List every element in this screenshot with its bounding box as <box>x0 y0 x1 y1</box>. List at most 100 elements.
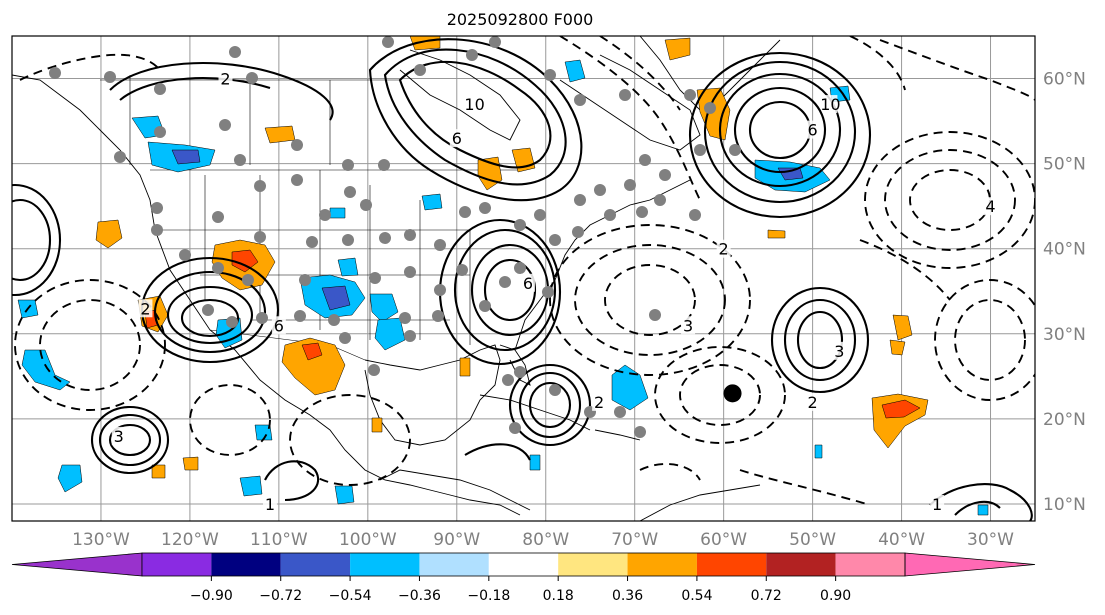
colorbar: −0.90 −0.72 −0.54 −0.36 −0.18 0.18 0.36 0.54 0.7… <box>11 552 1036 604</box>
hudson-bay <box>399 49 521 141</box>
contour-high-east <box>483 258 537 322</box>
highlighted-point <box>723 384 742 403</box>
contour-high-midatlantic <box>770 286 870 394</box>
contour-high-sw <box>166 285 254 345</box>
contour-label-bg <box>592 392 607 411</box>
lon-tick-label: 50°W <box>789 530 836 550</box>
lon-tick-label: 60°W <box>700 530 747 550</box>
lon-tick-label: 70°W <box>611 530 658 550</box>
contour-low-east <box>929 483 1033 521</box>
colorbar-tick-label: 0.36 <box>612 588 643 604</box>
longitude-labels: 130°W 120°W 110°W 100°W 90°W 80°W 70°W 60°W 50°W… <box>72 530 1014 550</box>
cuba <box>479 394 591 431</box>
negative-contour-label: 2 <box>220 70 230 89</box>
colorbar-segment <box>766 553 836 576</box>
contour-high-pacific <box>98 413 162 467</box>
contour-label-bg <box>681 316 696 335</box>
colorbar-segment <box>696 553 767 576</box>
positive-contour-label: 10 <box>464 95 484 114</box>
lat-tick-label: 30°N <box>1043 325 1086 345</box>
positive-contour-label: 6 <box>523 274 533 293</box>
contour-high-atlantic <box>718 72 842 188</box>
negative-contour-label: 3 <box>683 316 693 335</box>
map-layers <box>12 36 1035 521</box>
observation-points <box>49 36 741 438</box>
contour-high-atlantic <box>733 86 827 174</box>
colorbar-tick-label: −0.18 <box>467 588 510 604</box>
positive-contour-label: 6 <box>808 121 818 140</box>
contour-high-caribbean <box>508 363 592 447</box>
map-title: 2025092800 F000 <box>446 10 594 29</box>
contour-trough-gulf <box>464 443 531 461</box>
contour-label-bg <box>983 197 998 216</box>
positive-contour-label: 3 <box>114 427 124 446</box>
contour-label-bg <box>467 95 482 114</box>
contour-high-midatlantic <box>796 310 844 370</box>
positive-contour-label: 6 <box>274 316 284 335</box>
central-america <box>379 469 531 511</box>
lat-tick-label: 10°N <box>1043 495 1086 515</box>
contour-ridge-north <box>368 38 583 202</box>
lat-tick-label: 60°N <box>1043 70 1086 90</box>
contour-low-pacific <box>264 460 320 502</box>
south-america <box>639 484 761 521</box>
contour-high-pacific <box>108 423 152 457</box>
negative-contour-label: 4 <box>985 197 995 216</box>
contour-high-caribbean <box>518 371 582 439</box>
positive-contour-label: 1 <box>265 495 275 514</box>
contour-label-bg <box>805 120 820 139</box>
colorbar-tick-label: −0.54 <box>329 588 372 604</box>
negative-contour-label: 2 <box>140 299 150 318</box>
map-frame <box>11 35 1036 522</box>
gulf-coast <box>364 344 501 446</box>
colorbar-tick-label: 0.72 <box>751 588 782 604</box>
colorbar-segment <box>835 553 905 576</box>
lon-tick-label: 110°W <box>250 530 308 550</box>
colorbar-segment <box>280 553 351 576</box>
lon-tick-label: 130°W <box>72 530 130 550</box>
colorbar-frame <box>141 552 906 577</box>
contour-high-midatlantic <box>783 298 857 382</box>
colorbar-segment <box>627 553 697 576</box>
lon-tick-label: 120°W <box>161 530 219 550</box>
lon-tick-label: 40°W <box>878 530 925 550</box>
negative-contour-label: 2 <box>719 240 729 259</box>
contour-label-bg <box>218 69 233 88</box>
contour-label-bg <box>271 316 286 335</box>
contour-label-bg <box>449 129 464 148</box>
contour-label-bg <box>805 392 820 411</box>
colorbar-segment <box>142 553 212 576</box>
colorbar-tick-label: 0.54 <box>681 588 712 604</box>
contour-label-bg <box>716 239 731 258</box>
colorbar-tick-label: −0.90 <box>190 588 233 604</box>
positive-contour-label: 6 <box>452 129 462 148</box>
positive-contour-label: 10 <box>820 95 840 114</box>
hispaniola <box>594 429 641 441</box>
positive-contour-label: 3 <box>834 342 844 361</box>
contour-label-bg <box>138 299 153 318</box>
shaded-anomalies <box>17 36 989 516</box>
contour-label-bg <box>262 494 277 513</box>
contour-high-east <box>453 228 557 352</box>
contour-high-atlantic <box>703 60 857 204</box>
contour-ridge-west <box>109 62 334 121</box>
contour-high-atlantic <box>688 51 872 219</box>
colorbar-segment <box>419 553 489 576</box>
lon-tick-label: 100°W <box>339 530 397 550</box>
lat-tick-label: 50°N <box>1043 155 1086 175</box>
contour-label-bg <box>823 95 838 114</box>
colorbar-tick-label: 0.90 <box>820 588 851 604</box>
colorbar-segment <box>350 553 420 576</box>
contour-high-pacific-west <box>12 198 52 282</box>
contour-label-bg <box>111 426 126 445</box>
colorbar-segment <box>558 553 628 576</box>
colorbar-tick-label: 0.18 <box>543 588 574 604</box>
latitude-labels: 60°N 50°N 40°N 30°N 20°N 10°N <box>1043 70 1086 515</box>
contour-high-sw <box>153 270 267 354</box>
contour-low-east <box>954 500 1001 516</box>
colorbar-min-arrow <box>11 552 143 577</box>
contour-high-caribbean <box>528 381 572 429</box>
contour-ridge-north <box>398 60 552 169</box>
colorbar-segment <box>488 553 559 576</box>
